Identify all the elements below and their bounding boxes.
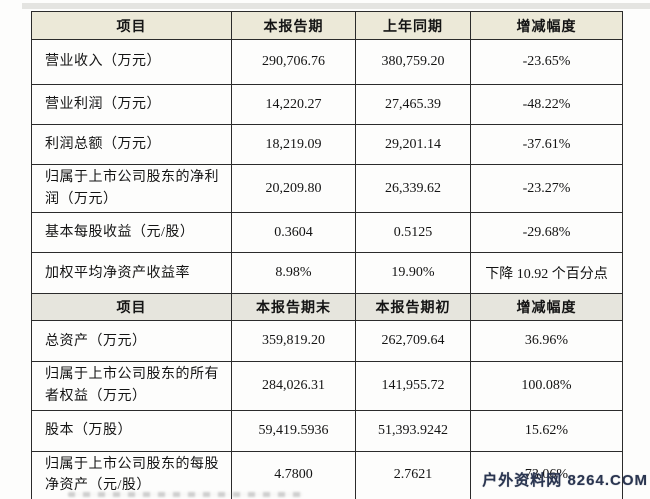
item-label: 营业利润（万元） — [31, 84, 232, 125]
item-label: 股本（万股） — [31, 409, 232, 452]
item-label: 归属于上市公司股东的所有者权益（万元） — [31, 361, 232, 411]
current-value: 284,026.31 — [231, 361, 356, 411]
table-row: 股本（万股） 59,419.5936 51,393.9242 15.62% — [31, 409, 623, 452]
table-row: 归属于上市公司股东的所有者权益（万元） 284,026.31 141,955.7… — [31, 361, 623, 411]
change-value: 15.62% — [470, 409, 623, 452]
current-value: 59,419.5936 — [231, 409, 356, 452]
change-value: -37.61% — [470, 124, 623, 165]
item-label: 加权平均净资产收益率 — [31, 252, 232, 295]
column-header-period-end: 本报告期末 — [231, 293, 356, 322]
change-value: 36.96% — [470, 320, 623, 363]
prior-value: 27,465.39 — [355, 84, 471, 125]
table-row: 归属于上市公司股东的每股净资产（元/股） 4.7800 2.7621 73.06… — [31, 450, 623, 499]
item-label: 营业收入（万元） — [31, 39, 232, 85]
change-value: 100.08% — [470, 361, 623, 411]
table-row: 利润总额（万元） 18,219.09 29,201.14 -37.61% — [31, 124, 623, 165]
prior-value: 0.5125 — [355, 212, 471, 254]
table-row: 营业利润（万元） 14,220.27 27,465.39 -48.22% — [31, 84, 623, 125]
column-header-item: 项目 — [31, 11, 232, 40]
change-value: -29.68% — [470, 212, 623, 254]
prior-value: 380,759.20 — [355, 39, 471, 85]
table-header-row-1: 项目 本报告期 上年同期 增减幅度 — [31, 11, 623, 40]
change-value: -23.27% — [470, 163, 623, 214]
item-label: 归属于上市公司股东的每股净资产（元/股） — [31, 450, 232, 499]
current-value: 8.98% — [231, 252, 356, 295]
table-row: 总资产（万元） 359,819.20 262,709.64 36.96% — [31, 320, 623, 363]
scan-artifact-strip — [22, 3, 650, 9]
current-value: 20,209.80 — [231, 163, 356, 214]
column-header-period-start: 本报告期初 — [355, 293, 471, 322]
column-header-current: 本报告期 — [231, 11, 356, 40]
table-row: 加权平均净资产收益率 8.98% 19.90% 下降 10.92 个百分点 — [31, 252, 623, 295]
current-value: 4.7800 — [231, 450, 356, 499]
table-row: 营业收入（万元） 290,706.76 380,759.20 -23.65% — [31, 39, 623, 85]
current-value: 359,819.20 — [231, 320, 356, 363]
table-row: 归属于上市公司股东的净利润（万元） 20,209.80 26,339.62 -2… — [31, 163, 623, 214]
change-value: 下降 10.92 个百分点 — [470, 252, 623, 295]
change-value: -48.22% — [470, 84, 623, 125]
prior-value: 29,201.14 — [355, 124, 471, 165]
prior-value: 141,955.72 — [355, 361, 471, 411]
prior-value: 26,339.62 — [355, 163, 471, 214]
change-value: 73.06% — [470, 450, 623, 499]
prior-value: 51,393.9242 — [355, 409, 471, 452]
financial-summary-table: 项目 本报告期 上年同期 增减幅度 营业收入（万元） 290,706.76 38… — [31, 11, 623, 499]
column-header-prior: 上年同期 — [355, 11, 471, 40]
item-label: 基本每股收益（元/股） — [31, 212, 232, 254]
current-value: 0.3604 — [231, 212, 356, 254]
prior-value: 19.90% — [355, 252, 471, 295]
column-header-change: 增减幅度 — [470, 11, 623, 40]
change-value: -23.65% — [470, 39, 623, 85]
column-header-change: 增减幅度 — [470, 293, 623, 322]
site-watermark: 户外资料网 8264.COM — [482, 472, 648, 489]
table-row: 基本每股收益（元/股） 0.3604 0.5125 -29.68% — [31, 212, 623, 254]
current-value: 18,219.09 — [231, 124, 356, 165]
scan-artifact-smudge — [68, 492, 303, 497]
prior-value: 262,709.64 — [355, 320, 471, 363]
item-label: 总资产（万元） — [31, 320, 232, 363]
prior-value: 2.7621 — [355, 450, 471, 499]
current-value: 14,220.27 — [231, 84, 356, 125]
item-label: 归属于上市公司股东的净利润（万元） — [31, 163, 232, 214]
item-label: 利润总额（万元） — [31, 124, 232, 165]
table-header-row-2: 项目 本报告期末 本报告期初 增减幅度 — [31, 293, 623, 322]
column-header-item: 项目 — [31, 293, 232, 322]
current-value: 290,706.76 — [231, 39, 356, 85]
